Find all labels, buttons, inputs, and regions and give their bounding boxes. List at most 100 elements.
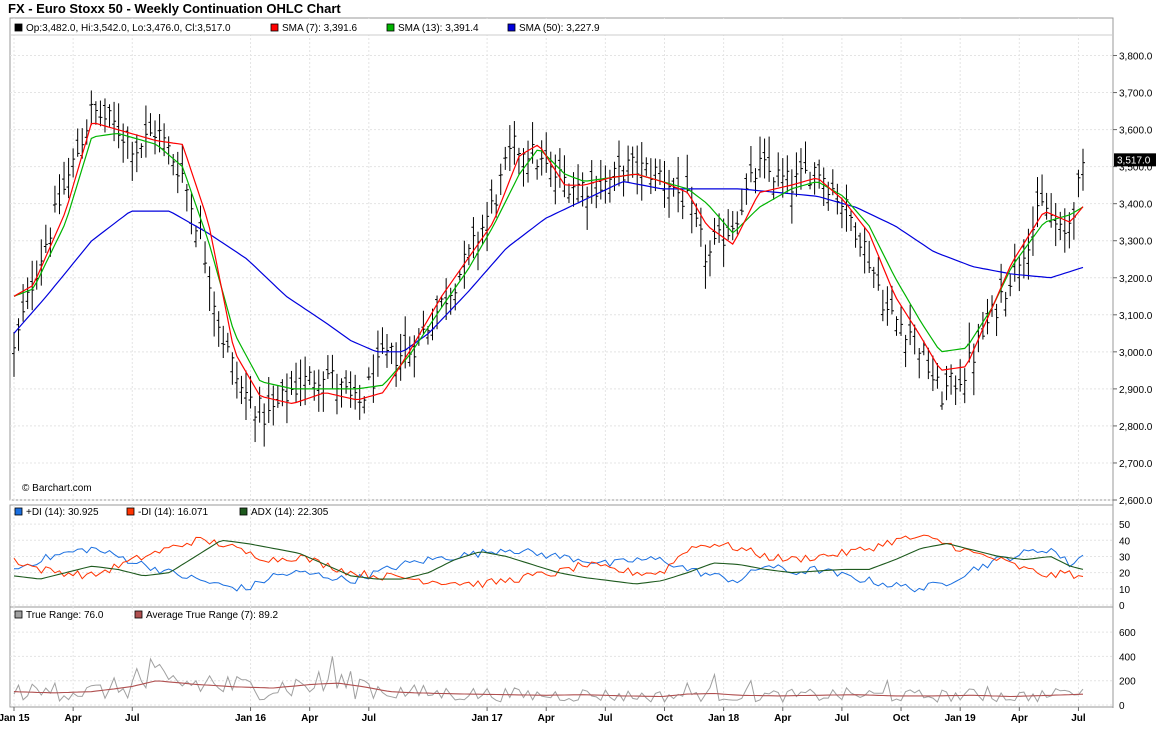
price-y-tick-label: 3,100.0 [1119,311,1153,322]
ohlc-bar [1040,174,1045,206]
legend-label: Average True Range (7): 89.2 [146,610,279,621]
ohlc-bar [617,140,622,187]
ohlc-bar [889,285,894,315]
ohlc-bar [867,240,872,273]
ohlc-bar [803,141,808,174]
ohlc-bar [325,355,330,380]
ohlc-bar [175,151,180,194]
ohlc-bar [539,140,544,176]
price-y-tick-label: 3,200.0 [1119,274,1153,285]
ohlc-bar [817,159,822,189]
ohlc-bar [903,334,908,368]
ohlc-bar [680,188,685,220]
price-y-tick-label: 2,800.0 [1119,422,1153,433]
ohlc-bar [102,98,107,133]
ohlc-bar [216,311,221,347]
ohlc-bar [516,147,521,175]
avg-true-range-line [13,680,1084,698]
legend-swatch [507,23,516,32]
legend-label: +DI (14): 30.925 [26,507,99,518]
ohlc-bar [1081,148,1085,191]
x-tick-label: Jul [1071,713,1086,724]
chart-title: FX - Euro Stoxx 50 - Weekly Continuation… [8,1,341,16]
ohlc-bar [180,144,185,183]
ohlc-bar [389,342,394,365]
ohlc-bar [457,269,462,281]
x-tick-label: Apr [65,713,82,724]
ohlc-bar [171,153,176,176]
ohlc-bar [576,164,581,203]
last-price-label: 3,517.0 [1117,155,1151,166]
ohlc-bar [266,377,271,423]
dmi-y-tick-label: 50 [1119,520,1131,531]
x-tick-label: Jan 15 [0,713,30,724]
sma7-line [13,122,1084,405]
ohlc-bar [21,284,26,322]
x-tick-label: Oct [893,713,910,724]
price-y-tick-label: 3,700.0 [1119,89,1153,100]
last-price-tag [1114,153,1156,167]
ohlc-bar [289,370,294,395]
ohlc-bar [143,105,148,158]
legend-swatch [386,23,395,32]
ohlc-bar [971,343,976,396]
ohlc-bar [239,375,244,405]
ohlc-bar [676,156,681,213]
price-y-tick-label: 2,600.0 [1119,496,1153,507]
ohlc-bar [184,184,189,212]
x-tick-label: Jul [598,713,613,724]
tr-y-tick-label: 0 [1119,701,1125,712]
price-y-tick-label: 3,000.0 [1119,348,1153,359]
ohlc-bar [316,369,321,412]
ohlc-bar [116,103,121,149]
ohlc-bar [553,154,558,205]
ohlc-bar [271,385,276,426]
ohlc-bar [1058,211,1063,241]
ohlc-bar [362,396,367,414]
ohlc-bar [994,303,999,337]
ohlc-bar [653,158,658,192]
ohlc-bar [66,157,71,199]
ohlc-bar [89,90,94,126]
ohlc-bar [880,289,885,322]
ohlc-bar [753,168,758,194]
ohlc-bar [385,334,390,368]
ohlc-bar [93,101,98,125]
ohlc-bar [908,304,913,346]
price-y-tick-label: 2,700.0 [1119,459,1153,470]
ohlc-bar [153,120,158,155]
ohlc-bar [926,347,931,380]
x-tick-label: Jan 18 [708,713,740,724]
ohlc-bar [544,132,549,173]
grid-layer [10,18,1113,707]
ohlc-bar [48,227,53,257]
ohlc-bar [230,352,235,385]
ohlc-bar [134,134,139,173]
ohlc-bar [630,146,635,178]
ohlc-bar [485,201,490,252]
ohlc-bar [949,364,954,395]
ohlc-bar [203,241,208,274]
x-tick-label: Jul [125,713,140,724]
tr-panel-frame [9,606,1114,708]
ohlc-bar [767,136,772,182]
ohlc-bar [935,363,940,389]
watermark: © Barchart.com [22,483,92,494]
legend-label: Op:3,482.0, Hi:3,542.0, Lo:3,476.0, Cl:3… [26,23,231,34]
tr-y-tick-label: 200 [1119,677,1136,688]
ohlc-bar [721,218,726,267]
ohlc-bar [626,145,631,183]
ohlc-bar [16,318,21,351]
ohlc-bar [212,291,217,337]
ohlc-bar [717,213,722,243]
axis-layer: 2,600.0 2,700.0 2,800.0 2,900.0 3,000.0 3,100… [0,52,1153,724]
sma50-line [13,180,1084,353]
ohlc-bar [876,257,881,291]
ohlc-bar [107,104,112,127]
ohlc-bar [607,169,612,203]
ohlc-bar [503,146,508,170]
ohlc-bar [771,177,776,200]
price-legend-bg [11,19,1112,35]
ohlc-bar [139,143,144,159]
plus-di-line [14,546,1084,593]
